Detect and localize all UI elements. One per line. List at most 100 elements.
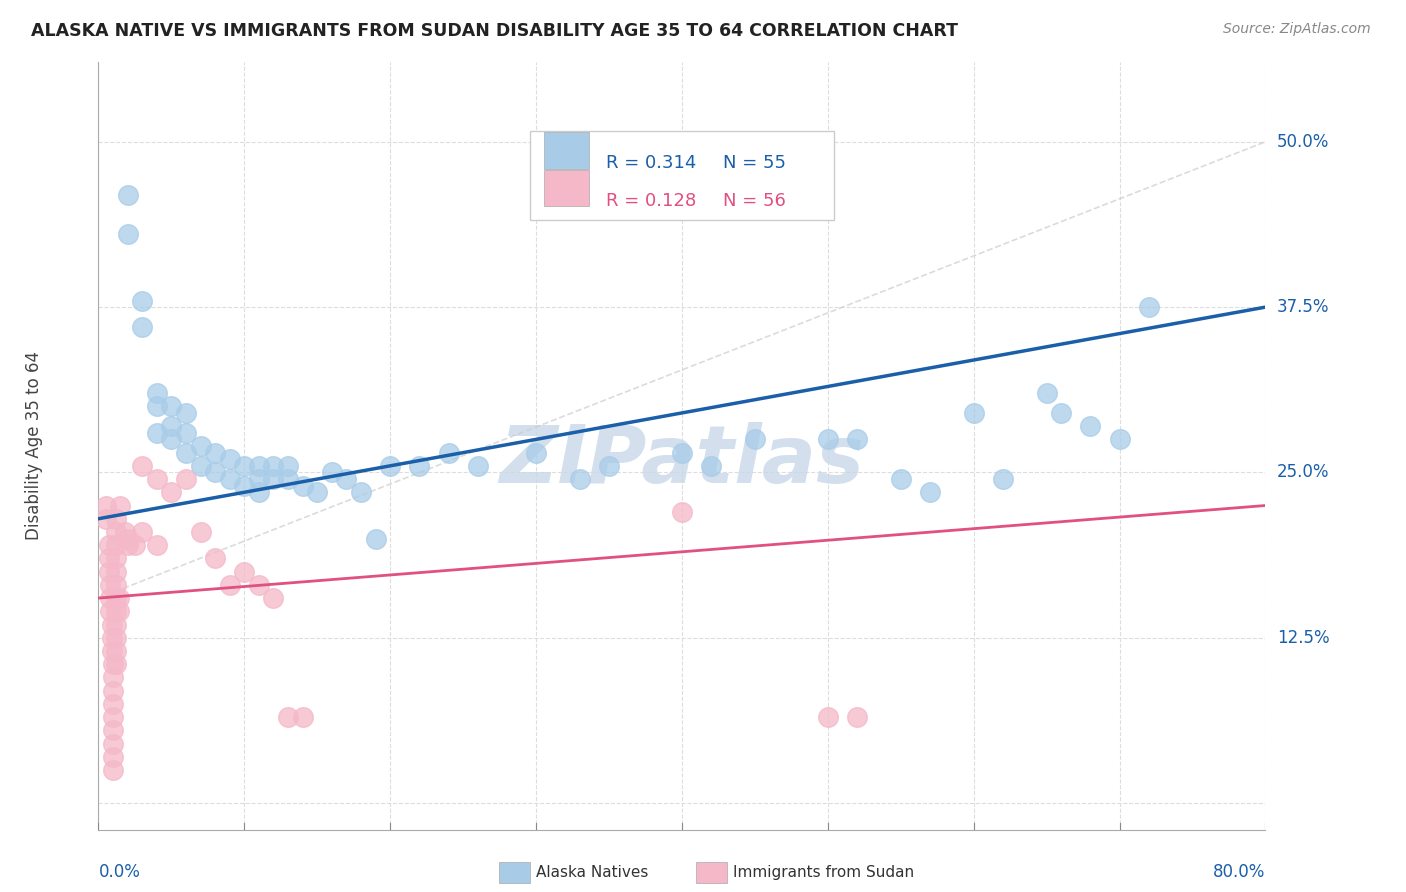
Point: [146, 400, 169, 414]
Point: [700, 458, 723, 473]
Point: [101, 763, 124, 777]
Point: [218, 452, 240, 467]
Point: [131, 458, 153, 473]
Point: [100, 644, 122, 658]
Point: [101, 670, 124, 684]
Point: [104, 524, 127, 539]
Point: [744, 433, 766, 447]
Bar: [544, 132, 589, 169]
Point: [321, 466, 343, 480]
Point: [817, 433, 839, 447]
Point: [918, 485, 941, 500]
Point: [98, 591, 121, 606]
Point: [247, 485, 270, 500]
Point: [124, 538, 146, 552]
Text: 80.0%: 80.0%: [1213, 863, 1265, 880]
Point: [146, 425, 169, 440]
Point: [380, 458, 402, 473]
Point: [104, 631, 127, 645]
Point: [174, 472, 197, 486]
Point: [117, 532, 139, 546]
Point: [218, 472, 240, 486]
Point: [291, 710, 314, 724]
Point: [262, 472, 284, 486]
Point: [160, 400, 183, 414]
Point: [277, 710, 299, 724]
Point: [247, 472, 270, 486]
Point: [1080, 419, 1102, 434]
Point: [104, 591, 127, 606]
Point: [291, 478, 314, 492]
Point: [364, 532, 387, 546]
Point: [174, 425, 197, 440]
Point: [190, 524, 212, 539]
Point: [131, 524, 153, 539]
Point: [160, 433, 183, 447]
Text: N = 56: N = 56: [723, 192, 786, 211]
Point: [104, 617, 127, 632]
Point: [101, 697, 124, 711]
Point: [204, 466, 226, 480]
Point: [114, 524, 136, 539]
Point: [97, 565, 120, 579]
Point: [104, 644, 127, 658]
Point: [233, 478, 256, 492]
Bar: [544, 169, 589, 206]
Point: [437, 445, 460, 459]
Point: [350, 485, 373, 500]
Point: [568, 472, 591, 486]
Point: [101, 749, 124, 764]
Text: R = 0.314: R = 0.314: [606, 154, 696, 172]
Point: [100, 631, 122, 645]
Point: [408, 458, 430, 473]
Point: [174, 406, 197, 420]
Text: Source: ZipAtlas.com: Source: ZipAtlas.com: [1223, 22, 1371, 37]
Text: N = 55: N = 55: [723, 154, 786, 172]
Point: [671, 445, 693, 459]
Point: [101, 737, 124, 751]
Point: [204, 551, 226, 566]
Point: [890, 472, 912, 486]
Point: [98, 604, 121, 618]
Point: [204, 445, 226, 459]
Point: [190, 458, 212, 473]
Point: [146, 386, 169, 401]
Point: [524, 445, 547, 459]
Point: [817, 710, 839, 724]
Point: [108, 591, 131, 606]
Text: 50.0%: 50.0%: [1277, 133, 1330, 151]
Point: [101, 723, 124, 738]
Point: [108, 604, 131, 618]
Point: [190, 439, 212, 453]
Point: [101, 657, 124, 672]
Point: [97, 551, 120, 566]
Point: [146, 538, 169, 552]
Point: [846, 710, 869, 724]
Point: [117, 538, 139, 552]
Point: [160, 485, 183, 500]
Text: 25.0%: 25.0%: [1277, 464, 1330, 482]
Point: [307, 485, 329, 500]
Point: [991, 472, 1014, 486]
Point: [101, 710, 124, 724]
Point: [671, 505, 693, 519]
Point: [247, 578, 270, 592]
Point: [962, 406, 984, 420]
Point: [98, 578, 121, 592]
Point: [174, 445, 197, 459]
Text: Immigrants from Sudan: Immigrants from Sudan: [733, 865, 914, 880]
Point: [335, 472, 357, 486]
Point: [277, 472, 299, 486]
Point: [131, 293, 153, 308]
Point: [277, 458, 299, 473]
Point: [104, 512, 127, 526]
Text: 0.0%: 0.0%: [98, 863, 141, 880]
Point: [1137, 300, 1160, 314]
Point: [146, 472, 169, 486]
Point: [104, 604, 127, 618]
Text: Disability Age 35 to 64: Disability Age 35 to 64: [25, 351, 44, 541]
Point: [97, 538, 120, 552]
Point: [160, 419, 183, 434]
Text: Alaska Natives: Alaska Natives: [536, 865, 648, 880]
Text: 37.5%: 37.5%: [1277, 298, 1330, 316]
